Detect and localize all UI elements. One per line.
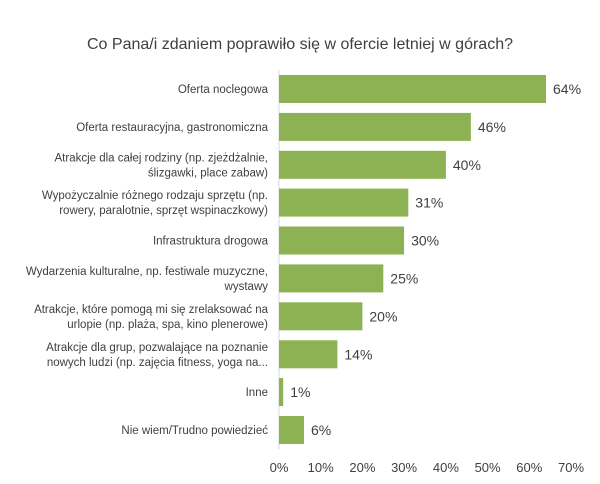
category-label-6: Wydarzenia kulturalne, np. festiwale muz… [26,266,268,293]
x-tick-label-50: 50% [475,460,501,475]
category-label-8: Atrakcje dla grup, pozwalające na poznan… [46,342,268,369]
category-label-9: Inne [246,387,268,399]
data-label-3: 40% [453,157,481,173]
chart-title: Co Pana/i zdaniem poprawiło się w oferci… [87,36,513,53]
category-label-3: Atrakcje dla całej rodziny (np. zjeżdżal… [55,152,269,179]
bar-5 [279,226,405,255]
data-label-5: 30% [411,233,439,249]
data-label-6: 25% [390,270,418,286]
bar-1 [279,75,546,103]
category-label-1: Oferta noclegowa [178,84,269,96]
bar-10 [279,416,304,444]
category-label-7: Atrakcje, które pomogą mi się zrelaksowa… [34,304,269,331]
data-label-1: 64% [553,81,581,97]
bar-7 [279,302,363,331]
x-tick-label-10: 10% [308,460,334,475]
x-tick-label-40: 40% [433,460,459,475]
category-label-2: Oferta restauracyjna, gastronomiczna [76,122,268,134]
bar-3 [279,150,446,179]
category-label-5: Infrastruktura drogowa [153,236,269,248]
x-tick-label-20: 20% [349,460,375,475]
bar-9 [279,378,284,407]
x-tick-label-0: 0% [270,460,289,475]
bar-2 [279,112,471,141]
x-tick-label-60: 60% [516,460,542,475]
data-label-7: 20% [369,308,397,324]
x-tick-label-30: 30% [391,460,417,475]
bar-8 [279,340,338,369]
bar-6 [279,264,384,293]
data-label-8: 14% [344,346,372,362]
x-tick-label-70: 70% [558,460,584,475]
category-label-10: Nie wiem/Trudno powiedzieć [121,425,268,437]
bar-4 [279,188,409,217]
data-label-10: 6% [311,422,331,438]
category-label-4: Wypożyczalnie różnego rodzaju sprzętu (n… [42,190,268,217]
data-label-2: 46% [478,119,506,135]
data-label-9: 1% [290,384,310,400]
data-label-4: 31% [415,195,443,211]
